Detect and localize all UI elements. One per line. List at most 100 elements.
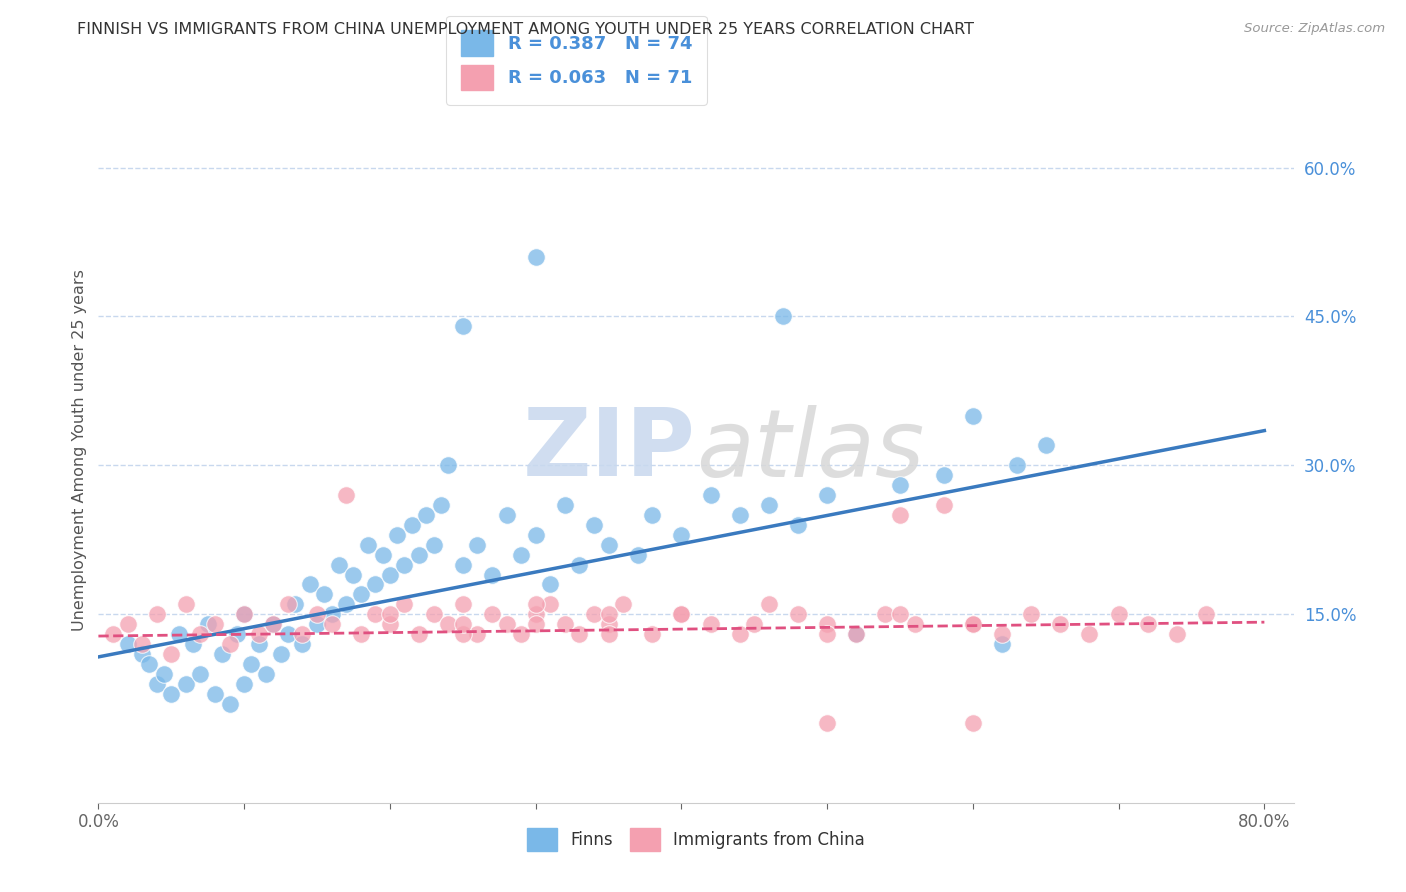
Point [1005, 458, 1028, 473]
Point [451, 627, 474, 641]
Point [350, 627, 373, 641]
Point [481, 607, 503, 622]
Point [117, 617, 139, 632]
Point [991, 627, 1014, 641]
Point [138, 657, 160, 671]
Point [627, 548, 650, 562]
Point [495, 617, 517, 632]
Text: atlas: atlas [696, 405, 924, 496]
Point [153, 666, 176, 681]
Point [211, 647, 233, 661]
Point [903, 617, 925, 632]
Point [815, 617, 838, 632]
Point [932, 498, 955, 512]
Point [815, 488, 838, 502]
Point [699, 488, 721, 502]
Point [467, 538, 489, 552]
Point [321, 617, 343, 632]
Point [364, 577, 387, 591]
Point [467, 627, 489, 641]
Point [305, 607, 328, 622]
Point [524, 250, 547, 264]
Point [422, 538, 444, 552]
Point [554, 617, 576, 632]
Point [1195, 607, 1218, 622]
Point [174, 676, 197, 690]
Point [190, 666, 212, 681]
Point [145, 676, 167, 690]
Point [932, 468, 955, 483]
Point [298, 577, 321, 591]
Point [699, 617, 721, 632]
Point [524, 617, 547, 632]
Point [451, 597, 474, 611]
Point [815, 627, 838, 641]
Point [582, 607, 605, 622]
Point [415, 508, 437, 522]
Point [371, 548, 394, 562]
Point [240, 657, 263, 671]
Point [335, 597, 357, 611]
Point [117, 637, 139, 651]
Y-axis label: Unemployment Among Youth under 25 years: Unemployment Among Youth under 25 years [72, 269, 87, 632]
Point [422, 607, 444, 622]
Point [787, 517, 810, 532]
Point [254, 666, 277, 681]
Point [1049, 617, 1071, 632]
Point [233, 676, 256, 690]
Point [451, 617, 474, 632]
Point [1019, 607, 1042, 622]
Point [350, 587, 373, 601]
Point [233, 607, 256, 622]
Point [889, 607, 911, 622]
Point [641, 508, 664, 522]
Point [582, 517, 605, 532]
Point [845, 627, 868, 641]
Point [437, 617, 460, 632]
Point [262, 617, 284, 632]
Point [174, 597, 197, 611]
Point [598, 607, 620, 622]
Point [728, 627, 751, 641]
Point [889, 508, 911, 522]
Point [291, 627, 314, 641]
Point [270, 647, 292, 661]
Point [451, 319, 474, 334]
Point [598, 627, 620, 641]
Text: Source: ZipAtlas.com: Source: ZipAtlas.com [1244, 22, 1385, 36]
Point [962, 617, 984, 632]
Point [612, 597, 634, 611]
Point [742, 617, 765, 632]
Point [408, 627, 430, 641]
Point [671, 607, 693, 622]
Point [291, 637, 314, 651]
Point [131, 637, 153, 651]
Point [197, 617, 219, 632]
Point [277, 627, 299, 641]
Point [401, 517, 423, 532]
Point [394, 558, 416, 572]
Point [1078, 627, 1101, 641]
Point [875, 607, 897, 622]
Point [524, 607, 547, 622]
Point [378, 617, 401, 632]
Point [962, 617, 984, 632]
Point [962, 409, 984, 423]
Text: ZIP: ZIP [523, 404, 696, 497]
Point [131, 647, 153, 661]
Point [728, 508, 751, 522]
Point [314, 587, 336, 601]
Point [481, 567, 503, 582]
Point [233, 607, 256, 622]
Point [190, 627, 212, 641]
Point [225, 627, 247, 641]
Point [101, 627, 124, 641]
Point [772, 310, 794, 324]
Point [568, 627, 591, 641]
Point [277, 597, 299, 611]
Point [787, 607, 810, 622]
Legend: Finns, Immigrants from China: Finns, Immigrants from China [520, 821, 872, 858]
Point [145, 607, 167, 622]
Point [524, 597, 547, 611]
Point [378, 567, 401, 582]
